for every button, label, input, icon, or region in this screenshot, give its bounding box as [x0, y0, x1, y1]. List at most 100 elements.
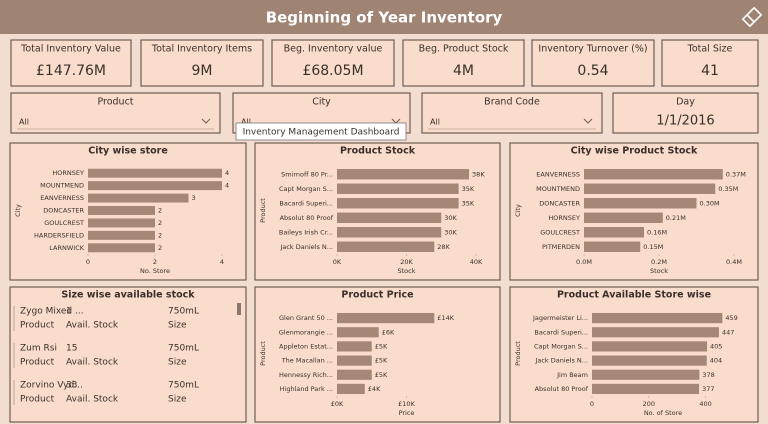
y-axis-title: City [14, 204, 22, 217]
kpi-card [10, 39, 132, 87]
cell-value: Zorvino Vyd... [20, 381, 83, 391]
cell-value: Zum Rsi [20, 344, 57, 354]
cell-value: 750mL [168, 307, 199, 317]
value-label: 2 [158, 231, 162, 239]
category-label: Bacardi Superi... [534, 328, 588, 336]
slicer-label: City [312, 97, 331, 108]
category-label: Jim Beam [556, 371, 588, 379]
bar [584, 183, 716, 194]
cell-caption: Avail. Stock [66, 358, 119, 368]
slicer[interactable] [612, 92, 759, 134]
chart-panel [509, 286, 759, 423]
kpi-value: £147.76M [36, 63, 106, 79]
scrollbar-thumb[interactable] [237, 303, 241, 315]
value-label: £4K [368, 385, 381, 393]
x-tick-label: 0.4M [726, 258, 742, 266]
value-label: 404 [710, 357, 722, 365]
value-label: 0.21M [666, 214, 686, 222]
dropdown-chevron[interactable] [583, 118, 593, 124]
bar [88, 181, 222, 191]
bar [592, 327, 719, 338]
category-label: HORNSEY [548, 214, 580, 222]
chart-title: Product Available Store wise [557, 290, 711, 301]
chart-panel [254, 142, 501, 281]
value-label: £6K [382, 328, 395, 336]
category-label: Smirnoff 80 Pr... [281, 170, 333, 178]
slicer-label: Product [97, 97, 133, 108]
value-label: £5K [375, 357, 388, 365]
cell-caption: Size [168, 321, 187, 331]
category-label: Absolut 80 Proof [280, 214, 334, 222]
category-label: MOUNTMEND [40, 182, 84, 190]
kpi-label: Beg. Product Stock [419, 44, 509, 55]
category-label: Bacardi Superi... [279, 199, 333, 207]
cell-value: Zygo Mixed ... [20, 307, 84, 317]
bar [592, 355, 707, 366]
bar [337, 241, 435, 252]
icon-body [741, 6, 763, 28]
category-label: Glenmorangie ... [279, 328, 333, 336]
bar [584, 227, 644, 238]
kpi-label: Total Inventory Items [151, 44, 252, 55]
bar [592, 383, 700, 395]
chart-panel [254, 286, 501, 423]
cell-value: 1 [66, 307, 72, 317]
category-label: Capt Morgan S... [279, 185, 333, 193]
bar [592, 341, 708, 352]
category-label: The Macallan ... [281, 357, 333, 365]
y-axis-title: Product [259, 198, 267, 223]
category-label: GOULCREST [540, 228, 580, 236]
slicer[interactable] [421, 92, 603, 134]
category-label: DONCASTER [539, 199, 580, 207]
bar [88, 230, 155, 240]
kpi-value: £68.05M [302, 63, 363, 79]
bar [88, 218, 155, 228]
kpi-value: 0.54 [577, 63, 608, 79]
bar [88, 168, 222, 178]
dropdown-chevron[interactable] [201, 118, 211, 124]
x-tick-label: 200 [643, 400, 655, 408]
eraser-icon[interactable] [741, 6, 763, 28]
category-label: Jack Daniels N... [534, 357, 588, 365]
x-tick-label: £0K [331, 400, 344, 408]
category-label: Absolut 80 Proof [535, 385, 589, 393]
cell-value: 750mL [168, 344, 199, 354]
category-label: EANVERNESS [536, 170, 580, 178]
category-label: GOULCREST [44, 219, 84, 227]
value-label: £5K [375, 342, 388, 350]
cell-value: 750mL [168, 381, 199, 391]
x-tick-label: 0 [86, 258, 90, 266]
slicer-label: Day [676, 97, 695, 108]
value-label: 3 [192, 194, 196, 202]
tooltip-text: Inventory Management Dashboard [243, 128, 400, 138]
kpi-card [140, 39, 264, 87]
kpi-label: Total Inventory Value [20, 44, 121, 55]
bar [337, 355, 372, 366]
category-label: Glen Grant 50 ... [279, 314, 333, 322]
y-axis-title: Product [514, 341, 522, 366]
slicer-value: All [241, 118, 251, 127]
slicer-value: 1/1/2016 [656, 114, 714, 129]
bar [337, 383, 365, 395]
category-label: HORNSEY [52, 169, 84, 177]
category-label: Baileys Irish Cr... [279, 228, 333, 236]
x-tick-label: 40K [470, 258, 483, 266]
x-tick-label: £10K [398, 400, 415, 408]
cell-caption: Product [20, 321, 55, 331]
value-label: 0.16M [647, 228, 667, 236]
cell-caption: Product [20, 358, 55, 368]
category-label: PITMERDEN [542, 243, 580, 251]
cell-caption: Size [168, 395, 187, 405]
cell-caption: Product [20, 395, 55, 405]
chart-title: City wise Product Stock [571, 146, 698, 157]
slicer-label: Brand Code [484, 97, 540, 108]
kpi-card [402, 39, 525, 87]
cell-caption: Avail. Stock [66, 321, 119, 331]
bar [88, 243, 155, 253]
category-label: Highland Park ... [280, 385, 333, 393]
category-label: DONCASTER [43, 207, 84, 215]
slicer[interactable] [10, 92, 221, 134]
category-label: EANVERNESS [40, 194, 84, 202]
bar [88, 193, 189, 203]
value-label: 30K [444, 228, 457, 236]
